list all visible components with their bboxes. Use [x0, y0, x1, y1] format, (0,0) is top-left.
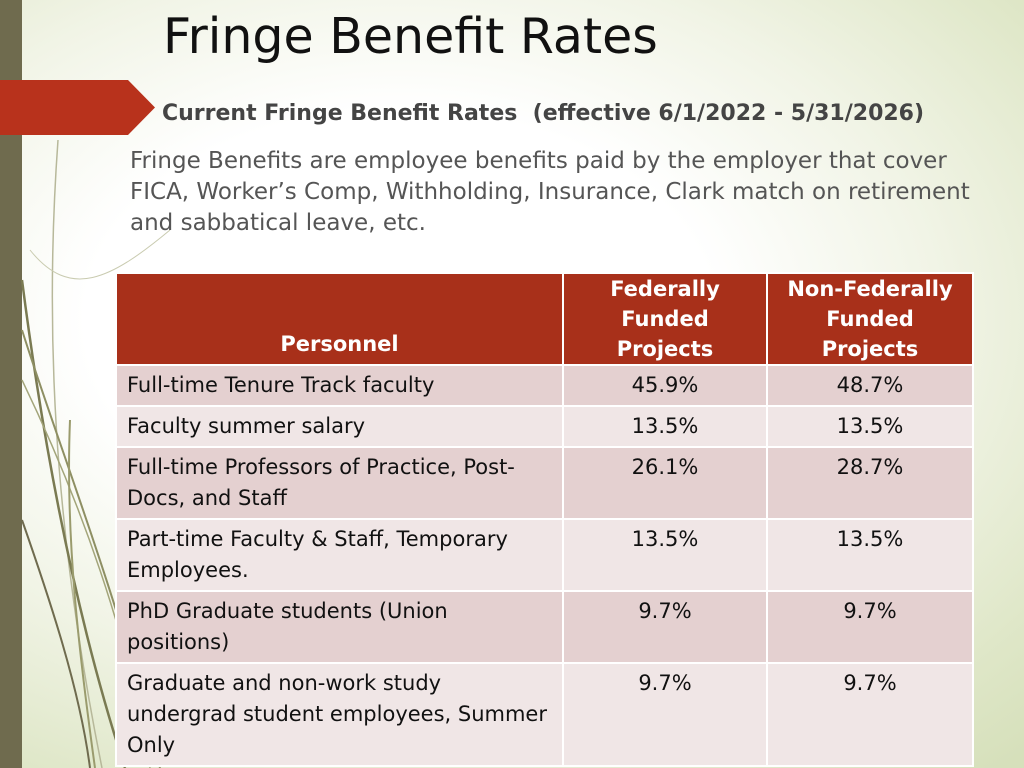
description-text: Fringe Benefits are employee benefits pa… — [130, 148, 970, 236]
fringe-rates-table: Personnel Federally Funded Projects Non-… — [115, 272, 974, 767]
personnel-cell: Faculty summer salary — [115, 405, 564, 448]
title-arrow-accent — [0, 80, 155, 135]
header-federal-line2: Funded Projects — [616, 307, 714, 361]
federal-rate-cell: 9.7% — [562, 590, 768, 664]
nonfederal-rate-cell: 48.7% — [766, 364, 974, 407]
header-nonfederal-line2: Funded Projects — [821, 307, 919, 361]
header-federal-line1: Federally — [610, 277, 720, 301]
federal-rate-cell: 26.1% — [562, 446, 768, 520]
subtitle: Current Fringe Benefit Rates (effective … — [162, 101, 925, 126]
federal-rate-cell: 9.7% — [562, 662, 768, 767]
header-federally-funded: Federally Funded Projects — [562, 272, 768, 366]
header-personnel-label: Personnel — [280, 332, 399, 356]
table-row: Graduate and non-work study undergrad st… — [115, 662, 974, 767]
table-row: Full-time Professors of Practice, Post-D… — [115, 446, 974, 520]
header-nonfederal-line1: Non-Federally — [787, 277, 953, 301]
personnel-cell: PhD Graduate students (Union positions) — [115, 590, 564, 664]
personnel-cell: Part-time Faculty & Staff, Temporary Emp… — [115, 518, 564, 592]
table-header-row: Personnel Federally Funded Projects Non-… — [115, 272, 974, 366]
federal-rate-cell: 13.5% — [562, 518, 768, 592]
table-row: Part-time Faculty & Staff, Temporary Emp… — [115, 518, 974, 592]
table-row: Full-time Tenure Track faculty 45.9% 48.… — [115, 364, 974, 407]
nonfederal-rate-cell: 13.5% — [766, 518, 974, 592]
page-title: Fringe Benefit Rates — [163, 8, 658, 65]
personnel-cell: Graduate and non-work study undergrad st… — [115, 662, 564, 767]
nonfederal-rate-cell: 28.7% — [766, 446, 974, 520]
table-row: PhD Graduate students (Union positions) … — [115, 590, 974, 664]
nonfederal-rate-cell: 9.7% — [766, 590, 974, 664]
header-personnel: Personnel — [115, 272, 564, 366]
personnel-cell: Full-time Professors of Practice, Post-D… — [115, 446, 564, 520]
header-non-federally-funded: Non-Federally Funded Projects — [766, 272, 974, 366]
nonfederal-rate-cell: 13.5% — [766, 405, 974, 448]
table-row: Faculty summer salary 13.5% 13.5% — [115, 405, 974, 448]
federal-rate-cell: 45.9% — [562, 364, 768, 407]
personnel-cell: Full-time Tenure Track faculty — [115, 364, 564, 407]
nonfederal-rate-cell: 9.7% — [766, 662, 974, 767]
left-decorative-bar — [0, 0, 22, 768]
federal-rate-cell: 13.5% — [562, 405, 768, 448]
